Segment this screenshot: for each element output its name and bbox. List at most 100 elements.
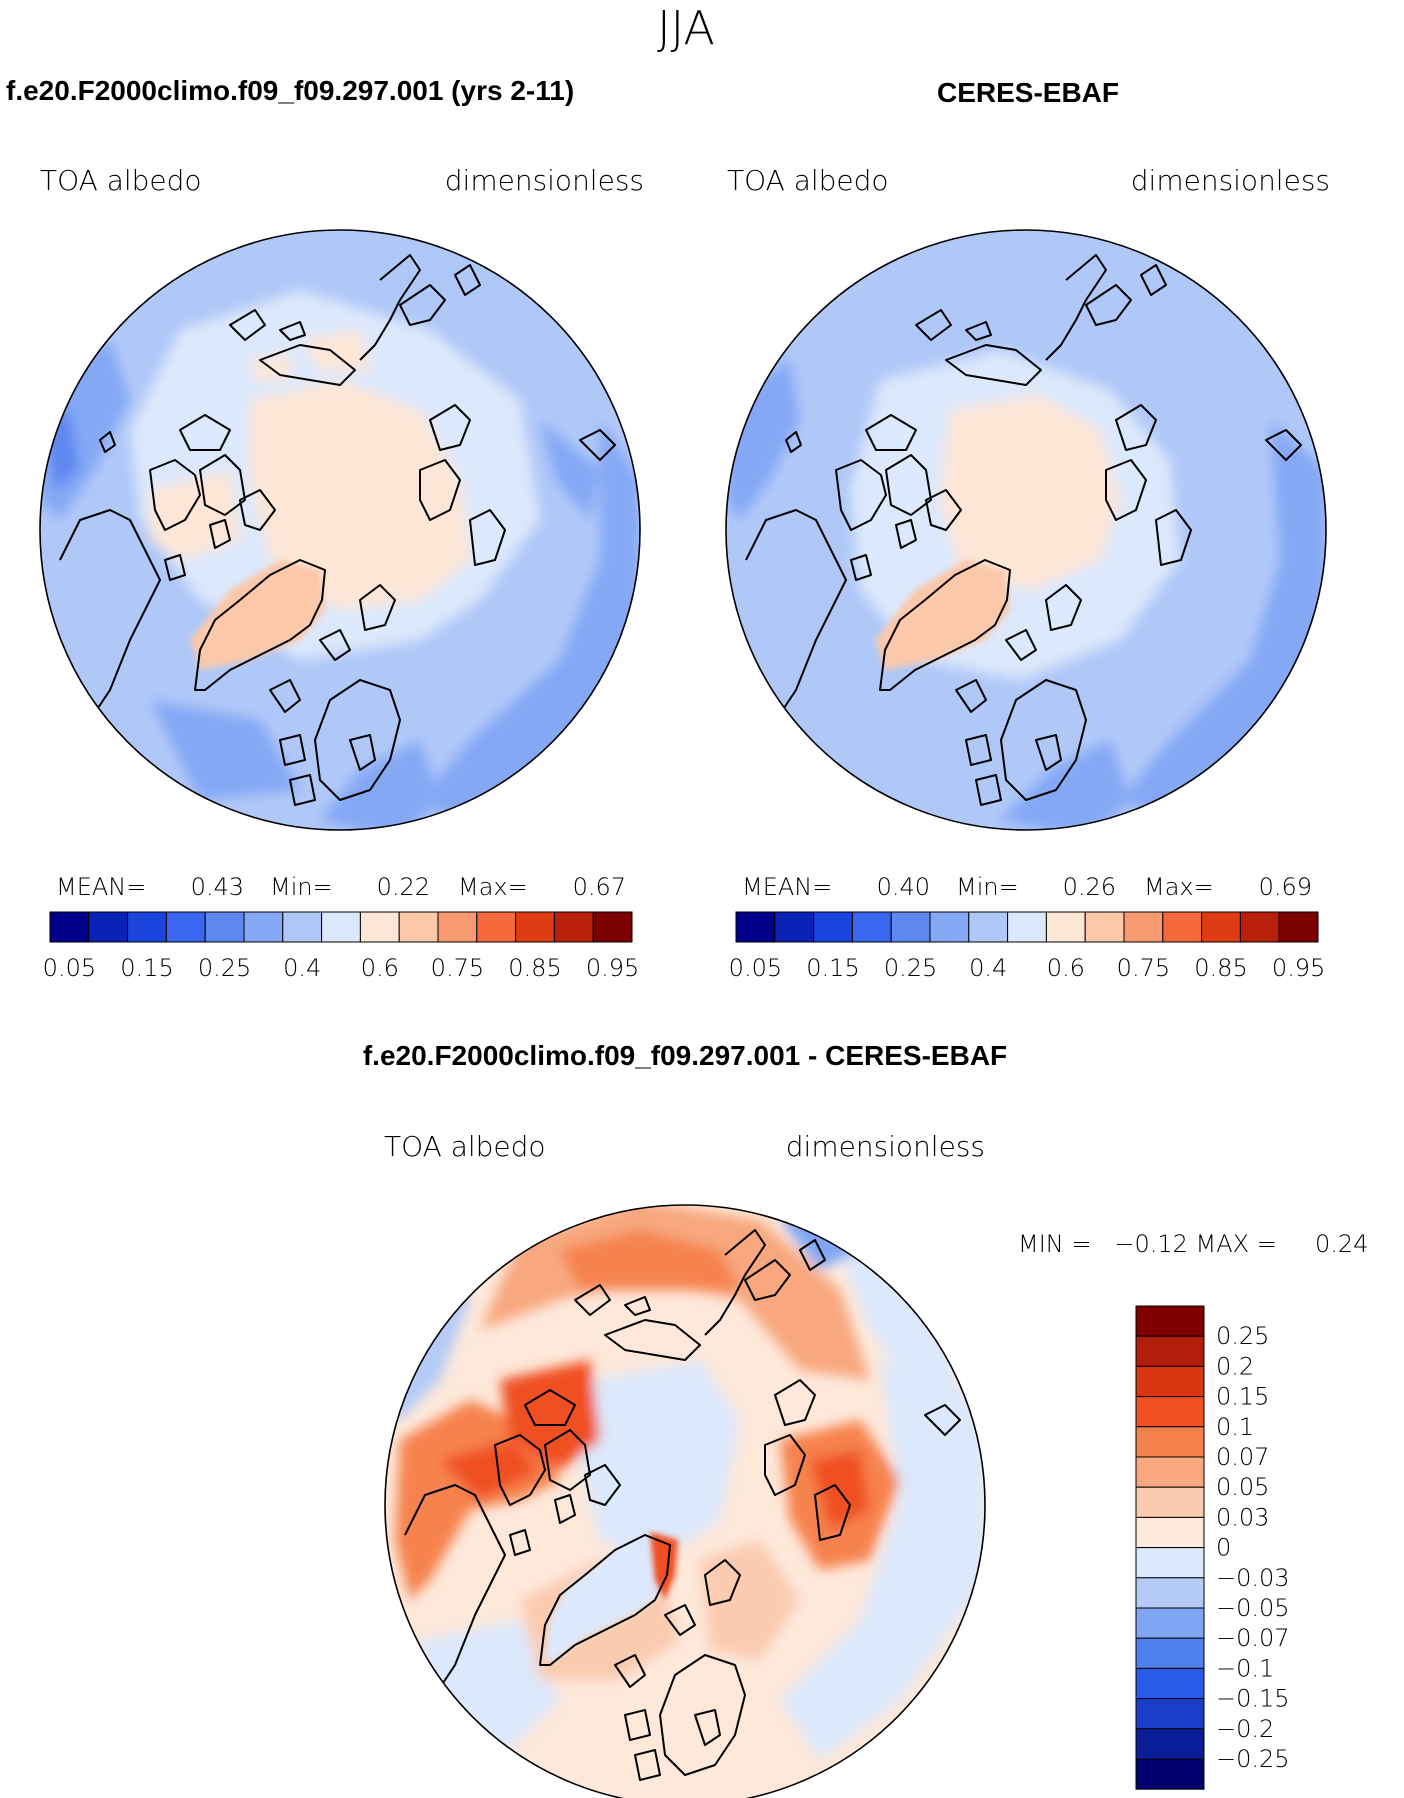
colorbar-swatch	[1135, 1486, 1205, 1518]
stats-model: MEAN= 0.43 Min= 0.22 Max= 0.67	[56, 873, 626, 901]
colorbar-tick-label: 0.1	[1216, 1413, 1254, 1441]
colorbar-tick-label: 0.25	[198, 954, 251, 982]
colorbar-tick-label: −0.25	[1216, 1745, 1290, 1773]
colorbar-swatch	[127, 911, 167, 943]
min-value: 0.26	[1063, 873, 1116, 901]
colorbar-swatch	[1135, 1335, 1205, 1367]
colorbar-tick-label: 0.07	[1216, 1443, 1269, 1471]
colorbar-tick-label: 0.03	[1216, 1503, 1269, 1531]
colorbar-swatch	[476, 911, 517, 943]
colorbar-swatch	[1135, 1667, 1205, 1700]
colorbar-tick-label: 0.85	[1194, 954, 1247, 982]
colorbar-swatch	[1123, 911, 1164, 943]
colorbar-tick-label: 0.75	[1117, 954, 1170, 982]
max-value: 0.69	[1259, 873, 1312, 901]
colorbar-tick-label: 0.6	[361, 954, 399, 982]
mean-value: 0.43	[191, 873, 244, 901]
diff-var-label: TOA albedo	[384, 1130, 546, 1163]
colorbar-swatch	[437, 911, 478, 943]
colorbar-swatch	[359, 911, 400, 943]
colorbar-swatch	[1135, 1698, 1205, 1730]
colorbar-swatch	[1135, 1365, 1205, 1398]
colorbar-swatch	[929, 911, 970, 943]
colorbar-tick-label: 0.75	[431, 954, 484, 982]
min-label: Min=	[956, 873, 1019, 901]
colorbar-swatch	[1135, 1758, 1205, 1790]
colorbar-obs: 0.05 0.15 0.25 0.4 0.6 0.75 0.85 0.95	[729, 911, 1325, 982]
colorbar-swatch	[774, 911, 815, 943]
colorbar-tick-label: 0.25	[1216, 1322, 1269, 1350]
colorbar-swatch	[1084, 911, 1125, 943]
colorbar-tick-label: 0.25	[884, 954, 937, 982]
mean-label: MEAN=	[56, 873, 146, 901]
colorbar-tick-label: 0.95	[586, 954, 639, 982]
diff-units-label: dimensionless	[786, 1130, 985, 1163]
colorbar-swatch	[1135, 1577, 1205, 1609]
colorbar-tick-label: 0.85	[508, 954, 561, 982]
units-label-model: dimensionless	[445, 164, 644, 197]
colorbar-swatch	[1045, 911, 1086, 943]
panel-title-model: f.e20.F2000climo.f09_f09.297.001 (yrs 2-…	[6, 75, 574, 106]
colorbar-swatch	[851, 911, 892, 943]
colorbar-tick-label: 0	[1216, 1534, 1231, 1562]
colorbar-swatch	[735, 911, 776, 943]
colorbar-swatch	[49, 911, 90, 943]
colorbar-swatch	[1239, 911, 1280, 943]
units-label-obs: dimensionless	[1131, 164, 1330, 197]
colorbar-swatch	[204, 911, 245, 943]
diff-title: f.e20.F2000climo.f09_f09.297.001 - CERES…	[363, 1040, 1007, 1071]
colorbar-model: 0.05 0.15 0.25 0.4 0.6 0.75 0.85 0.95	[43, 911, 639, 982]
diff-minmax: MIN = −0.12 MAX = 0.24	[1018, 1230, 1368, 1258]
figure-title: JJA	[657, 1, 715, 55]
polar-map-obs	[725, 229, 1327, 831]
colorbar-swatch	[88, 911, 129, 943]
var-label-obs: TOA albedo	[727, 164, 889, 197]
mean-label: MEAN=	[742, 873, 832, 901]
colorbar-tick-label: 0.4	[969, 954, 1007, 982]
panel-title-obs: CERES-EBAF	[937, 77, 1119, 108]
min-label: Min=	[270, 873, 333, 901]
colorbar-swatch	[1135, 1728, 1205, 1760]
colorbar-tick-label: 0.15	[120, 954, 173, 982]
colorbar-swatch	[282, 911, 323, 943]
colorbar-swatch	[1278, 911, 1319, 943]
colorbar-swatch	[165, 911, 206, 943]
colorbar-tick-label: 0.15	[1216, 1383, 1269, 1411]
colorbar-swatch	[398, 911, 439, 943]
colorbar-tick-label: −0.15	[1216, 1685, 1290, 1713]
colorbar-swatch	[243, 911, 284, 943]
colorbar-tick-label: −0.03	[1216, 1564, 1290, 1592]
stats-obs: MEAN= 0.40 Min= 0.26 Max= 0.69	[742, 873, 1312, 901]
colorbar-swatch	[1162, 911, 1203, 943]
colorbar-swatch	[515, 911, 555, 943]
colorbar-swatch	[813, 911, 853, 943]
polar-map-model	[39, 229, 641, 831]
colorbar-tick-label: −0.05	[1216, 1594, 1290, 1622]
colorbar-swatch	[592, 911, 633, 943]
colorbar-swatch	[553, 911, 594, 943]
colorbar-swatch	[1135, 1426, 1205, 1458]
colorbar-swatch	[1135, 1547, 1205, 1579]
colorbar-diff: 0.250.20.150.10.070.050.030−0.03−0.05−0.…	[1135, 1305, 1290, 1790]
max-label: Max=	[458, 873, 528, 901]
colorbar-tick-label: −0.07	[1216, 1624, 1290, 1652]
colorbar-tick-label: 0.4	[283, 954, 321, 982]
colorbar-swatch	[1135, 1516, 1205, 1549]
colorbar-tick-label: −0.2	[1216, 1715, 1274, 1743]
colorbar-tick-label: 0.95	[1272, 954, 1325, 982]
max-label: Max=	[1144, 873, 1214, 901]
colorbar-tick-label: 0.15	[806, 954, 859, 982]
colorbar-swatch	[1135, 1305, 1205, 1337]
max-value: 0.67	[573, 873, 626, 901]
colorbar-swatch	[1007, 911, 1047, 943]
colorbar-tick-label: −0.1	[1216, 1654, 1274, 1682]
mean-value: 0.40	[877, 873, 930, 901]
polar-map-diff	[384, 1204, 986, 1798]
var-label-model: TOA albedo	[40, 164, 202, 197]
colorbar-tick-label: 0.05	[1216, 1473, 1269, 1501]
colorbar-swatch	[1201, 911, 1241, 943]
colorbar-tick-label: 0.2	[1216, 1352, 1254, 1380]
colorbar-tick-label: 0.05	[729, 954, 782, 982]
colorbar-swatch	[1135, 1637, 1205, 1669]
